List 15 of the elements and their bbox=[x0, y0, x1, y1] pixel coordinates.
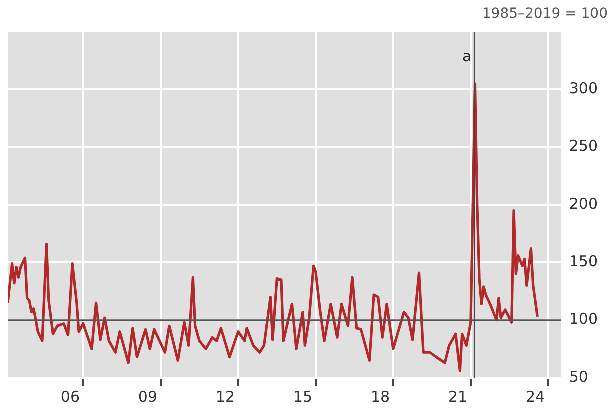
text: 1985–2019 = 100 bbox=[482, 6, 608, 22]
y-tick-label: 50 bbox=[569, 368, 588, 386]
y-tick-label: 150 bbox=[569, 252, 598, 271]
y-tick-label: 200 bbox=[569, 194, 598, 213]
y-tick-label: 100 bbox=[569, 310, 598, 328]
ref-line-label: a bbox=[462, 47, 472, 66]
x-tick-label: 24 bbox=[526, 388, 546, 406]
x-tick-label: 09 bbox=[138, 388, 158, 406]
x-tick-label: 15 bbox=[293, 388, 313, 406]
x-tick-label: 12 bbox=[216, 388, 236, 406]
y-tick-label: 300 bbox=[569, 80, 598, 98]
x-tick-label: 21 bbox=[448, 388, 468, 406]
x-tick-label: 06 bbox=[60, 388, 80, 406]
x-tick-label: 18 bbox=[370, 388, 390, 406]
y-tick-label: 250 bbox=[569, 137, 598, 156]
